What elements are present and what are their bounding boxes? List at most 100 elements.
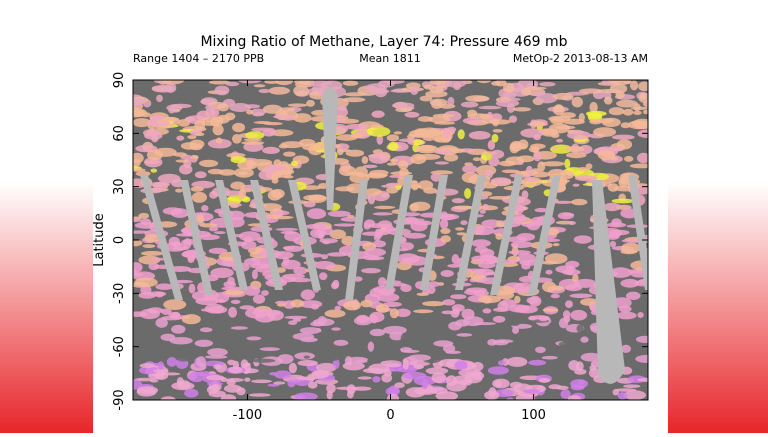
map-texture (168, 236, 180, 246)
map-texture (161, 80, 185, 85)
map-texture (238, 171, 249, 176)
map-texture (478, 295, 501, 304)
map-texture (580, 336, 589, 343)
map-texture (532, 91, 546, 96)
map-texture (478, 105, 502, 110)
map-texture (524, 86, 547, 90)
map-texture (346, 384, 356, 395)
map-texture (367, 341, 375, 352)
map-texture (410, 220, 428, 232)
orbit-gap (345, 180, 368, 300)
map-texture (530, 121, 546, 127)
y-axis-label: Latitude (92, 213, 107, 267)
map-texture (447, 264, 462, 268)
map-texture (618, 305, 632, 313)
map-texture (538, 315, 549, 322)
map-texture (550, 293, 560, 299)
map-texture (623, 390, 647, 400)
map-texture (630, 106, 648, 110)
map-texture (171, 246, 189, 251)
map-texture (622, 108, 634, 116)
map-texture (148, 182, 170, 187)
map-texture (282, 273, 306, 279)
map-texture (419, 95, 433, 102)
map-texture (633, 110, 642, 116)
map-texture (492, 340, 509, 346)
map-texture (432, 113, 455, 118)
map-texture (597, 89, 621, 94)
map-texture (150, 168, 158, 173)
map-texture (232, 122, 246, 133)
map-texture (342, 80, 359, 86)
map-texture (476, 80, 492, 84)
map-texture (404, 111, 420, 118)
map-texture (429, 85, 444, 94)
map-texture (267, 383, 280, 387)
map-texture (261, 290, 269, 296)
map-texture (422, 301, 445, 307)
map-texture (440, 228, 451, 234)
map-texture (357, 376, 372, 380)
map-texture (578, 113, 585, 122)
map-texture (187, 256, 196, 261)
map-texture (133, 269, 138, 276)
map-texture (580, 352, 602, 362)
map-texture (184, 388, 199, 398)
map-texture (472, 157, 481, 162)
map-texture (512, 107, 532, 112)
map-texture (445, 350, 462, 354)
map-texture (559, 169, 575, 180)
map-texture (620, 122, 631, 129)
map-texture (401, 218, 425, 222)
map-texture (230, 181, 246, 190)
map-texture (440, 270, 454, 277)
map-texture (431, 372, 447, 384)
map-texture (570, 309, 588, 321)
map-texture (533, 150, 542, 162)
map-texture (534, 207, 549, 213)
map-texture (259, 347, 280, 351)
orbit-gap (385, 175, 413, 290)
x-tick-label: 100 (521, 408, 546, 423)
map-texture (589, 101, 598, 113)
map-texture (376, 134, 384, 145)
map-texture (243, 285, 261, 296)
map (133, 80, 648, 400)
map-texture (523, 389, 540, 394)
map-texture (490, 177, 512, 185)
map-texture (439, 218, 449, 229)
map-texture (366, 126, 391, 137)
map-texture (631, 118, 648, 130)
map-texture (615, 90, 625, 99)
map-texture (515, 393, 535, 400)
map-texture (367, 256, 385, 261)
map-texture (161, 308, 172, 315)
map-texture (443, 153, 459, 162)
map-texture (397, 366, 418, 373)
map-texture (395, 107, 411, 113)
map-texture (535, 93, 558, 104)
map-texture (287, 379, 296, 388)
map-texture (489, 119, 511, 125)
map-texture (195, 356, 206, 367)
map-texture (482, 308, 492, 314)
map-texture (309, 80, 333, 86)
map-texture (535, 346, 546, 353)
map-texture (290, 299, 305, 308)
map-texture (371, 110, 385, 118)
map-texture (637, 312, 644, 318)
map-texture (579, 88, 603, 94)
map-texture (334, 305, 341, 311)
map-texture (293, 266, 308, 275)
map-texture (246, 336, 262, 341)
map-texture (310, 228, 327, 239)
map-texture (197, 234, 220, 241)
map-texture (332, 358, 340, 369)
map-texture (191, 191, 207, 203)
map-texture (550, 116, 565, 125)
map-texture (244, 362, 251, 367)
map-texture (385, 363, 401, 368)
map-texture (389, 174, 403, 178)
map-texture (467, 109, 478, 117)
map-texture (303, 355, 310, 359)
